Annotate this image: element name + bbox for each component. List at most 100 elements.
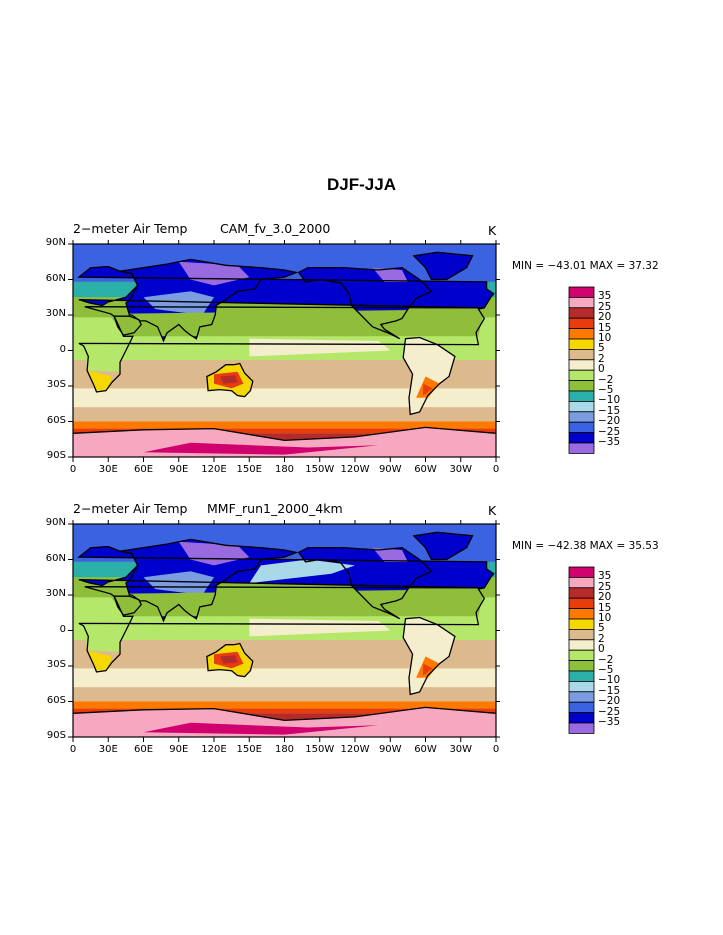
panel-variable-label: 2−meter Air Temp — [73, 221, 188, 236]
colorbar-box — [568, 597, 595, 610]
y-tick-label: 60S — [46, 694, 66, 706]
x-tick-label: 90E — [169, 464, 189, 475]
y-tick-label: 90N — [45, 237, 66, 248]
greenland-coast — [412, 251, 474, 281]
x-tick-label: 60E — [133, 744, 154, 755]
y-tick-label: 30S — [46, 659, 66, 670]
colorbar-label: −15 — [598, 404, 621, 417]
map-field — [72, 244, 497, 457]
y-tick-label: 30N — [45, 308, 66, 319]
samerica-field — [403, 617, 455, 695]
southern-ring-red — [73, 428, 496, 434]
y-tick-label: 90S — [46, 730, 66, 741]
colorbar-label: −25 — [598, 425, 621, 438]
x-tick-label: 0 — [492, 744, 500, 755]
min-max-label: MIN = −42.38 MAX = 35.53 — [512, 540, 659, 552]
map-panel-2: 2−meter Air Temp MMF_run1_2000_4km K MIN… — [0, 500, 723, 760]
colorbar-label: −5 — [598, 384, 614, 396]
x-tick-label: 60E — [133, 464, 154, 475]
colorbar-box — [568, 712, 595, 724]
x-tick-label: 60W — [414, 744, 437, 755]
x-tick-label: 120E — [201, 464, 227, 475]
y-tick-label: 30N — [45, 588, 66, 599]
x-tick-label: 90E — [169, 744, 189, 755]
x-tick-label: 90W — [378, 744, 402, 755]
colorbar-label: −10 — [598, 394, 621, 407]
colorbar-box — [568, 338, 595, 350]
panel-units-label: K — [488, 503, 497, 518]
colorbar-label: 25 — [598, 300, 612, 313]
x-tick-label: 120E — [201, 744, 227, 755]
colorbar-box — [568, 380, 595, 392]
southern-ring-orange — [73, 701, 496, 709]
map-panel-1: 2−meter Air Temp CAM_fv_3.0_2000 K MIN =… — [0, 220, 723, 480]
colorbar-label: 20 — [598, 311, 612, 324]
colorbar-box — [568, 670, 595, 682]
arabia-coast — [113, 315, 142, 336]
x-tick-label: 150W — [305, 464, 335, 475]
colorbar-label: 15 — [598, 321, 612, 334]
colorbar-box — [568, 307, 595, 319]
y-tick-label: 0 — [59, 343, 66, 355]
colorbar-box — [568, 369, 595, 381]
asia-coast — [119, 258, 299, 343]
colorbar-label: 5 — [598, 622, 605, 635]
x-tick-label: 120W — [340, 744, 370, 755]
canada-core — [372, 267, 408, 282]
pacific-light — [249, 618, 391, 637]
samerica-hot — [423, 663, 433, 676]
y-tick-label: 0 — [59, 623, 66, 635]
colorbar-label: −10 — [598, 674, 621, 687]
southern-ring-red — [73, 708, 496, 714]
samerica-coast — [402, 336, 456, 416]
colorbar-label: 25 — [598, 580, 612, 593]
antarctica-core — [143, 722, 379, 735]
y-tick-label: 60N — [45, 272, 66, 284]
southern-light-band — [73, 388, 496, 408]
colorbar-label: 2 — [598, 352, 605, 365]
min-max-label: MIN = −43.01 MAX = 37.32 — [512, 260, 659, 272]
canada-core — [372, 547, 408, 562]
asia-coast — [119, 538, 299, 623]
panel-case-label: CAM_fv_3.0_2000 — [220, 221, 331, 236]
colorbar-box — [568, 390, 595, 402]
x-tick-label: 180 — [274, 744, 295, 755]
colorbar-box — [568, 432, 595, 444]
x-tick-label: 150E — [236, 464, 262, 475]
colorbar-box — [568, 587, 595, 599]
colorbar-label: −20 — [598, 695, 621, 708]
sahara-field — [108, 309, 485, 337]
pacific-light — [249, 338, 391, 357]
x-tick-label: 150E — [236, 744, 262, 755]
greenland-coast — [412, 531, 474, 561]
colorbar-box — [568, 349, 595, 361]
samerica-field — [403, 337, 455, 415]
colorbar-label: 0 — [598, 643, 605, 656]
colorbar-box — [568, 722, 595, 734]
colorbar-box — [568, 286, 595, 298]
southern-ring-orange — [73, 421, 496, 429]
samerica-coast — [402, 616, 456, 696]
axis-ticks — [68, 240, 500, 462]
africa-coast — [78, 306, 486, 393]
southern-band-2 — [73, 687, 496, 702]
arabia-coast — [113, 595, 142, 616]
colorbar-box — [568, 660, 595, 672]
colorbar-label: −15 — [598, 684, 621, 697]
colorbar-box — [568, 701, 595, 713]
colorbar-box — [568, 401, 595, 413]
antarctica-coast — [72, 426, 497, 442]
y-tick-label: 60N — [45, 552, 66, 564]
antarctica-core — [143, 442, 379, 455]
antarctica-coast — [72, 706, 497, 722]
colorbar-box — [568, 411, 595, 423]
colorbar-box — [568, 629, 595, 641]
figure-title: DJF-JJA — [327, 175, 396, 194]
colorbar-label: −35 — [598, 436, 621, 448]
x-tick-label: 180 — [274, 464, 295, 475]
colorbar-label: 5 — [598, 342, 605, 355]
australia-coast — [206, 642, 254, 678]
map-field — [72, 524, 497, 737]
colorbar-box — [568, 421, 595, 433]
colorbar-box — [568, 576, 595, 589]
